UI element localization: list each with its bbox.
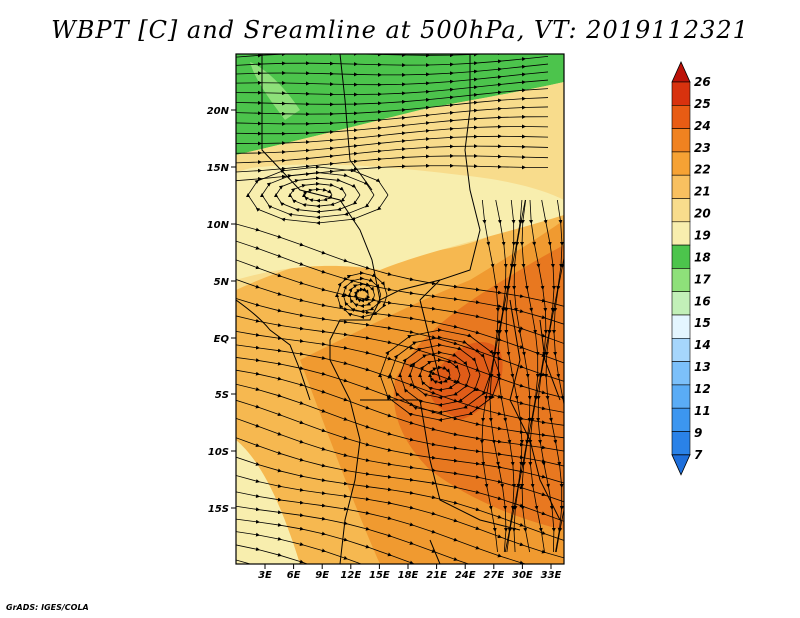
lon-label: 12E: [340, 570, 361, 581]
lat-label: 10S: [208, 447, 229, 458]
lon-label: 33E: [541, 570, 562, 581]
colorbar-label: 21: [694, 185, 711, 199]
colorbar-segment: [671, 81, 691, 106]
country-borders: [236, 54, 561, 564]
colorbar-segment: [671, 314, 691, 339]
colorbar-label: 14: [694, 338, 711, 352]
colorbar-segment: [671, 291, 691, 316]
colorbar-segment: [671, 268, 691, 292]
lat-label: EQ: [214, 334, 230, 345]
colorbar-segment: [671, 244, 691, 269]
colorbar-segment: [671, 174, 691, 199]
colorbar-label: 12: [694, 382, 711, 396]
longitude-axis: 3E 6E 9E 12E 15E 18E 21E 24E 27E 30E 33E: [258, 564, 562, 581]
colorbar-label: 19: [694, 229, 711, 243]
colorbar-segment: [671, 221, 691, 246]
colorbar-label: 25: [694, 97, 711, 111]
streamline: [236, 559, 546, 564]
colorbar-label: 11: [694, 404, 711, 418]
colorbar-segment: [671, 407, 691, 432]
lat-label: 10N: [207, 220, 230, 231]
lon-label: 21E: [426, 570, 447, 581]
colorbar-label: 24: [694, 119, 711, 133]
colorbar: 7 9 11 12 13 14 15 16 17 18 19 20 21 22 23 24 25 26: [671, 61, 711, 476]
latitude-axis: 20N 15N 10N 5N EQ 5S 10S 15S: [207, 106, 236, 515]
colorbar-bottom-arrow: [671, 454, 691, 476]
colorbar-segment: [671, 128, 691, 153]
colorbar-segment: [671, 151, 691, 176]
credit-text: GrADS: IGES/COLA: [6, 603, 89, 612]
colorbar-label: 26: [694, 75, 711, 89]
colorbar-label: 16: [694, 294, 711, 308]
colorbar-label: 7: [694, 448, 703, 462]
colorbar-top-arrow: [671, 61, 691, 83]
colorbar-segment: [671, 431, 691, 456]
colorbar-label: 17: [694, 272, 711, 286]
colorbar-segment: [671, 384, 691, 409]
streamline: [236, 531, 546, 564]
lat-label: 15N: [207, 163, 230, 174]
lon-label: 15E: [369, 570, 390, 581]
streamline: [236, 54, 526, 58]
lat-label: 20N: [207, 106, 230, 117]
colorbar-label: 15: [694, 316, 711, 330]
shaded-field: [236, 54, 564, 564]
colorbar-segment: [671, 337, 691, 362]
lon-label: 6E: [287, 570, 301, 581]
lon-label: 30E: [512, 570, 533, 581]
chart-title: WBPT [C] and Sreamline at 500hPa, VT: 20…: [51, 16, 749, 44]
lat-label: 5S: [215, 390, 229, 401]
colorbar-label: 13: [694, 360, 711, 374]
colorbar-segment: [671, 361, 691, 386]
colorbar-label: 22: [694, 163, 711, 177]
lon-label: 27E: [483, 570, 504, 581]
lat-label: 5N: [214, 277, 230, 288]
colorbar-label: 18: [694, 250, 711, 264]
map-frame: [235, 53, 565, 565]
lon-label: 3E: [258, 570, 272, 581]
lon-label: 9E: [315, 570, 329, 581]
colorbar-label: 20: [694, 207, 711, 221]
lon-label: 24E: [455, 570, 476, 581]
colorbar-label: 9: [694, 426, 702, 440]
colorbar-label: 23: [694, 141, 711, 155]
colorbar-segment: [671, 198, 691, 223]
streamline: [236, 544, 546, 564]
streamlines: [236, 54, 564, 564]
lat-label: 15S: [208, 504, 229, 515]
colorbar-segment: [671, 105, 691, 129]
lon-label: 18E: [398, 570, 419, 581]
